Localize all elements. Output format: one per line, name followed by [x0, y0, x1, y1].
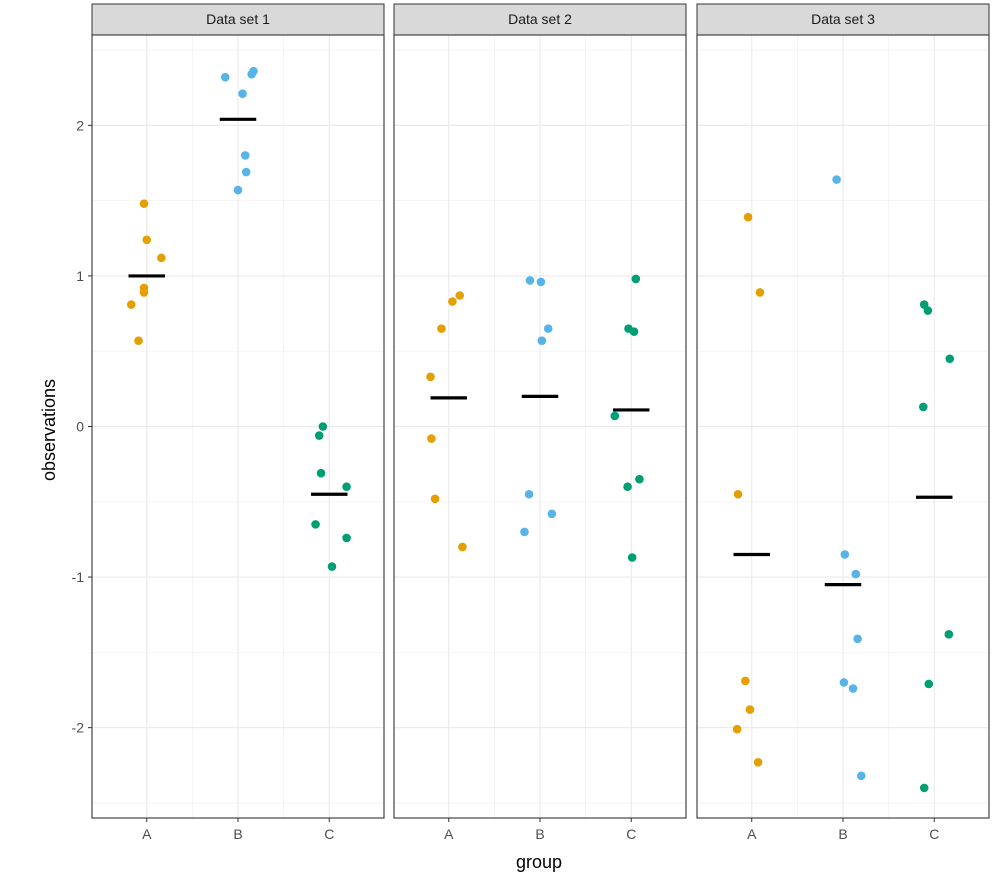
x-tick-label: C — [929, 826, 939, 842]
data-point-c — [923, 306, 933, 315]
x-tick-label: A — [142, 826, 152, 842]
data-point-b — [238, 89, 247, 99]
data-point-a — [733, 489, 743, 499]
data-point-a — [139, 199, 149, 208]
data-point-a — [458, 542, 467, 552]
data-point-c — [627, 553, 637, 562]
data-point-a — [134, 336, 143, 345]
y-tick-label: 1 — [76, 268, 84, 284]
data-point-b — [220, 72, 230, 82]
x-tick-label: B — [838, 826, 847, 842]
data-point-c — [623, 482, 632, 492]
data-point-b — [233, 185, 243, 195]
data-point-a — [732, 724, 742, 734]
data-point-a — [426, 372, 435, 382]
data-point-b — [520, 527, 529, 537]
data-point-b — [856, 771, 866, 781]
data-point-b — [247, 69, 256, 79]
x-axis-title: group — [516, 852, 562, 872]
data-point-b — [547, 509, 557, 519]
panel-3: Data set 3 A B C — [696, 3, 990, 842]
data-point-b — [241, 151, 250, 160]
data-point-a — [427, 434, 436, 443]
facet-strip-label: Data set 1 — [206, 11, 270, 27]
data-point-a — [430, 494, 440, 504]
data-point-b — [543, 324, 553, 333]
data-point-b — [851, 569, 861, 579]
x-tick-label: C — [324, 826, 334, 842]
data-point-a — [755, 288, 765, 297]
data-point-a — [142, 235, 152, 245]
data-point-b — [840, 550, 850, 559]
data-point-c — [924, 679, 934, 689]
data-point-c — [610, 411, 620, 421]
data-point-a — [741, 676, 750, 686]
panel-1: Data set 1 A B C -2 -1 0 1 2 — [72, 3, 385, 842]
data-point-a — [437, 324, 446, 333]
facet-strip-label: Data set 3 — [811, 11, 875, 27]
data-point-c — [944, 629, 954, 639]
y-tick-label: -2 — [72, 720, 85, 736]
data-point-c — [342, 482, 351, 492]
data-point-b — [241, 167, 251, 177]
data-point-a — [126, 300, 136, 309]
data-point-c — [629, 327, 639, 336]
data-point-b — [848, 684, 858, 693]
data-point-c — [314, 431, 324, 440]
y-tick-label: -1 — [72, 569, 85, 585]
y-axis-title: observations — [39, 379, 59, 481]
data-point-b — [537, 336, 547, 345]
y-tick-label: 0 — [76, 419, 84, 435]
data-point-c — [945, 354, 955, 364]
x-tick-label: A — [444, 826, 454, 842]
data-point-a — [139, 288, 149, 297]
data-point-c — [631, 274, 641, 284]
data-point-c — [635, 474, 644, 484]
data-point-c — [311, 520, 320, 529]
x-tick-label: B — [233, 826, 242, 842]
panel-2: Data set 2 A B C — [393, 3, 687, 842]
data-point-c — [316, 468, 326, 478]
data-point-a — [753, 757, 763, 767]
data-point-b — [832, 175, 841, 184]
data-point-b — [853, 634, 862, 644]
facet-strip-label: Data set 2 — [508, 11, 572, 27]
data-point-a — [157, 253, 166, 263]
x-tick-label: A — [747, 826, 757, 842]
data-point-a — [455, 291, 465, 300]
x-tick-label: C — [626, 826, 636, 842]
data-point-c — [327, 562, 337, 571]
facet-strip — [393, 3, 687, 36]
x-tick-label: B — [535, 826, 544, 842]
data-point-b — [536, 277, 546, 287]
data-point-c — [919, 783, 929, 793]
data-point-a — [743, 212, 753, 222]
data-point-a — [745, 705, 755, 714]
y-tick-label: 2 — [76, 117, 84, 133]
facet-strip — [91, 3, 385, 36]
facet-strip — [696, 3, 990, 36]
data-point-c — [342, 533, 351, 543]
data-point-a — [448, 297, 457, 306]
data-point-c — [318, 422, 328, 431]
data-point-c — [919, 402, 928, 412]
data-point-b — [839, 678, 849, 687]
data-point-b — [525, 276, 535, 285]
data-point-b — [524, 489, 534, 499]
